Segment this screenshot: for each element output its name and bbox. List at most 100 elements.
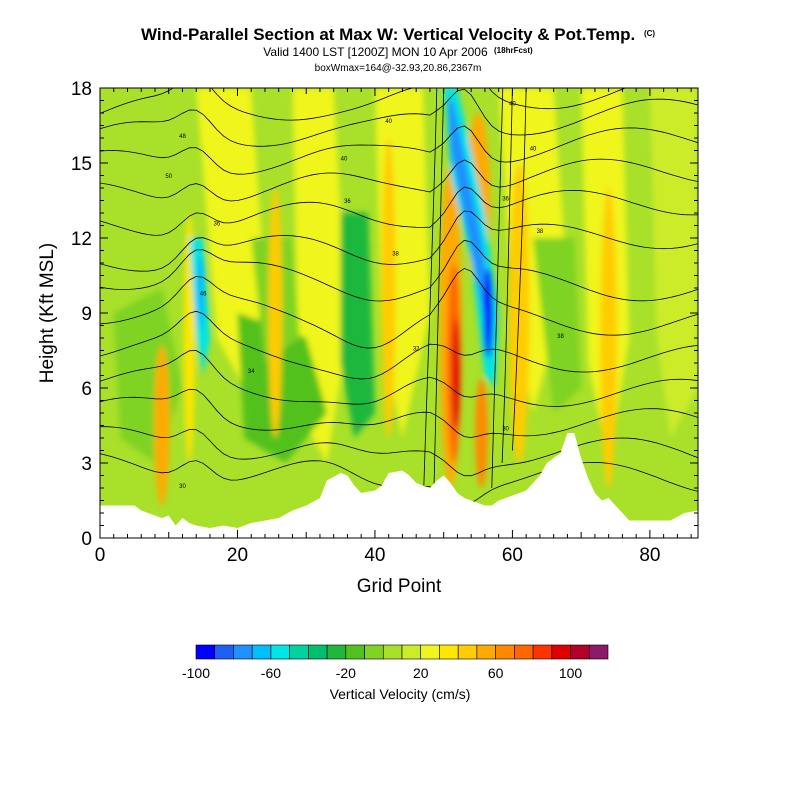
isentrope-label: 48 (179, 134, 186, 140)
x-tick-label: 20 (227, 545, 248, 566)
green-column-40 (340, 213, 375, 438)
isentrope-label: 36 (214, 222, 221, 228)
isentrope-label: 46 (200, 292, 207, 298)
x-tick-label: 40 (364, 545, 385, 566)
isentrope-label: 40 (530, 147, 537, 153)
downdraft-band-mid (447, 100, 492, 348)
y-tick-label: 6 (81, 379, 92, 400)
colorbar-swatch (495, 644, 515, 660)
isentrope-line (100, 186, 698, 236)
y-tick-label: 9 (81, 304, 92, 325)
isentrope-line (501, 88, 513, 464)
yellow-band-west (196, 88, 265, 388)
x-axis-label: Grid Point (357, 576, 442, 597)
isentrope-label: 40 (385, 119, 392, 125)
colorbar-swatch (401, 644, 422, 660)
colorbar-swatch (270, 644, 290, 660)
isentrope-line (100, 125, 698, 175)
y-tick-label: 18 (71, 79, 92, 100)
velocity-field (113, 88, 698, 526)
isentrope-label: 30 (179, 484, 186, 490)
colorbar (195, 644, 609, 660)
isentrope-line (432, 88, 445, 514)
colorbar-swatch (195, 644, 216, 660)
colorbar-swatch (551, 644, 571, 660)
colorbar-swatch (289, 644, 309, 660)
colorbar-swatch (326, 644, 347, 660)
isentrope-label: 36 (344, 199, 351, 205)
green-area-east (533, 238, 582, 413)
y-tick-labels: 0 3 6 9 12 15 18 (71, 79, 92, 550)
updraft-col-42 (381, 138, 396, 438)
colorbar-swatch (588, 644, 609, 660)
downdraft-core (483, 268, 494, 358)
colorbar-swatch (439, 644, 459, 660)
colorbar-swatch (570, 644, 590, 660)
y-tick-label: 3 (81, 454, 92, 475)
isentrope-line (100, 267, 698, 349)
updraft-col-9 (154, 345, 170, 506)
x-tick-labels: 0 20 40 60 80 (95, 545, 661, 566)
colorbar-swatch (457, 644, 478, 660)
colorbar-tick-label: -20 (336, 665, 356, 681)
updraft-core-inner (451, 318, 461, 428)
isentrope-label: 38 (557, 334, 564, 340)
isentrope-line (100, 88, 698, 147)
title-mark: (C) (644, 29, 655, 38)
updraft-low-56 (475, 378, 488, 488)
isentrope-line (100, 239, 698, 302)
isentrope-line (422, 88, 438, 514)
colorbar-swatch (514, 644, 534, 660)
x-tick-label: 60 (502, 545, 523, 566)
colorbar-swatch (476, 644, 496, 660)
isentrope-line (100, 388, 698, 438)
isentrope-label: 40 (341, 157, 348, 163)
y-tick-label: 12 (71, 229, 92, 250)
colorbar-tick-label: -100 (182, 665, 210, 681)
colorbar-tick-labels: -100 -60 -20 20 60 100 (182, 665, 582, 681)
y-axis-label: Height (Kft MSL) (37, 243, 58, 383)
colorbar-swatch (214, 644, 234, 660)
isentrope-label: 40 (509, 102, 516, 108)
isentrope-line (100, 158, 698, 202)
colorbar-tick-label: 20 (413, 665, 429, 681)
isentrope-line (100, 88, 627, 121)
isentrope-lines (100, 88, 698, 514)
x-tick-label: 0 (95, 545, 106, 566)
isentrope-label: 38 (537, 229, 544, 235)
colorbar-swatch (233, 644, 253, 660)
colorbar-label: Vertical Velocity (cm/s) (330, 686, 471, 702)
isentrope-label: 50 (165, 174, 172, 180)
isentrope-label: 32 (413, 347, 420, 353)
x-tick-label: 80 (639, 545, 660, 566)
colorbar-swatch (364, 644, 384, 660)
colorbar-tick-label: 60 (488, 665, 504, 681)
chart-subtitle-2: boxWmax=164@-32.93,20.86,2367m (315, 63, 482, 74)
isentrope-line (100, 350, 698, 407)
colorbar-swatch (420, 644, 440, 660)
isentrope-label: 36 (502, 197, 509, 203)
colorbar-swatch (251, 644, 272, 660)
colorbar-swatch (382, 644, 403, 660)
colorbar-swatch (308, 644, 328, 660)
isentrope-label: 34 (248, 369, 255, 375)
subtitle-mark: (18hrFcst) (494, 46, 533, 55)
colorbar-swatch (532, 644, 553, 660)
isentrope-line (100, 426, 698, 477)
isentrope-line (100, 310, 698, 380)
isentrope-label: 30 (502, 427, 509, 433)
chart-subtitle: Valid 1400 LST [1200Z] MON 10 Apr 2006 (… (263, 45, 533, 59)
yellow-green-band (649, 88, 698, 438)
isentrope-labels: 48 50 36 46 34 40 40 36 38 32 40 40 36 38 38 30 30 (165, 102, 564, 491)
axis-ticks (99, 87, 698, 539)
isentrope-line (512, 88, 527, 451)
colorbar-tick-label: 100 (559, 665, 583, 681)
isentrope-label: 38 (392, 252, 399, 258)
terrain-mask (100, 433, 698, 538)
updraft-col-26 (268, 188, 283, 438)
y-tick-label: 15 (71, 154, 92, 175)
colorbar-tick-label: -60 (261, 665, 281, 681)
colorbar-swatch (345, 644, 365, 660)
y-tick-label: 0 (81, 529, 92, 550)
